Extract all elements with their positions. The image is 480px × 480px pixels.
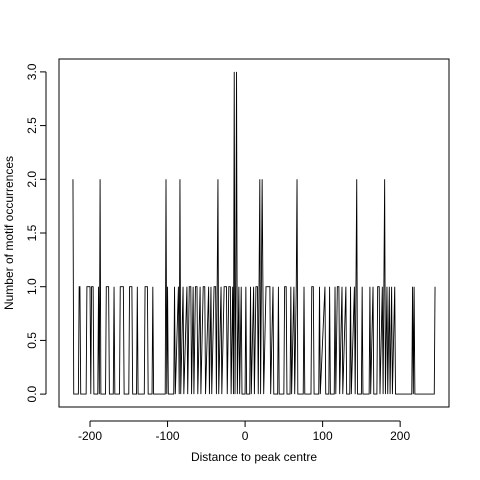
x-axis-label: Distance to peak centre (191, 450, 317, 464)
y-tick-label: 1.0 (25, 278, 39, 295)
y-tick-label: 1.5 (25, 224, 39, 241)
x-tick-label: -100 (156, 429, 180, 443)
y-tick-label: 0.5 (25, 332, 39, 349)
plot-box (58, 58, 450, 408)
y-axis-label: Number of motif occurrences (2, 156, 16, 310)
x-tick-label: 100 (313, 429, 333, 443)
data-line (72, 71, 436, 395)
y-tick-label: 2.5 (25, 117, 39, 134)
y-tick-label: 2.0 (25, 171, 39, 188)
x-tick-label: 0 (242, 429, 249, 443)
y-tick-label: 3.0 (25, 63, 39, 80)
x-tick-label: 200 (390, 429, 410, 443)
y-tick-label: 0.0 (25, 385, 39, 402)
x-tick-label: -200 (78, 429, 102, 443)
